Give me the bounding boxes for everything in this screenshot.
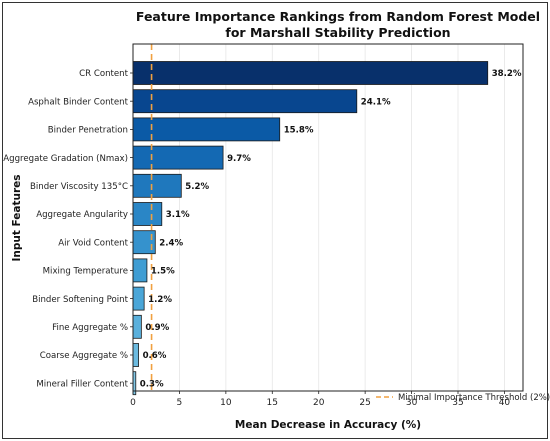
y-tick-label: Asphalt Binder Content bbox=[28, 97, 129, 107]
x-tick-labels: 0 5 10 15 20 25 30 35 40 bbox=[130, 391, 510, 408]
y-tick-label: CR Content bbox=[79, 69, 129, 79]
value-labels: 38.2% 24.1% 15.8% 9.7% 5.2% 3.1% 2.4% 1.5% 1.2% 0… bbox=[140, 69, 522, 389]
x-tick-label: 20 bbox=[313, 398, 325, 408]
y-tick-label: Binder Penetration bbox=[48, 126, 128, 136]
value-label: 0.6% bbox=[143, 351, 167, 361]
x-tick-label: 40 bbox=[499, 398, 511, 408]
x-tick-label: 5 bbox=[177, 398, 183, 408]
value-label: 1.2% bbox=[148, 295, 172, 305]
value-label: 2.4% bbox=[159, 238, 183, 248]
value-label: 5.2% bbox=[185, 182, 209, 192]
y-tick-label: Coarse Aggregate % bbox=[40, 351, 128, 361]
value-label: 9.7% bbox=[227, 154, 251, 164]
y-tick-label: Mineral Filler Content bbox=[36, 379, 128, 389]
bar-1 bbox=[132, 61, 489, 85]
x-axis-label: Mean Decrease in Accuracy (%) bbox=[235, 419, 421, 431]
chart-title: Feature Importance Rankings from Random … bbox=[136, 9, 540, 24]
bar-8 bbox=[132, 258, 148, 283]
x-tick-label: 25 bbox=[359, 398, 370, 408]
bar-4 bbox=[132, 145, 224, 170]
bar-3 bbox=[132, 117, 281, 142]
value-label: 0.3% bbox=[140, 379, 164, 389]
y-axis-label: Input Features bbox=[11, 174, 23, 261]
legend: Minimal Importance Threshold (2%) bbox=[376, 393, 550, 403]
value-label: 38.2% bbox=[492, 69, 522, 79]
bar-9 bbox=[132, 286, 145, 311]
value-label: 3.1% bbox=[166, 210, 190, 220]
x-tick-label: 0 bbox=[130, 398, 136, 408]
y-tick-label: Air Void Content bbox=[58, 238, 128, 248]
bar-10 bbox=[132, 314, 142, 339]
x-tick-label: 15 bbox=[267, 398, 278, 408]
bar-11 bbox=[132, 343, 139, 367]
bars-group bbox=[132, 61, 489, 396]
y-tick-label: Aggregate Gradation (Nmax) bbox=[3, 154, 128, 164]
value-label: 1.5% bbox=[151, 267, 175, 277]
y-tick-label: Mixing Temperature bbox=[43, 267, 128, 277]
y-tick-labels: CR Content Asphalt Binder Content Binder P… bbox=[3, 69, 133, 389]
x-tick-label: 30 bbox=[406, 398, 418, 408]
y-tick-label: Binder Viscosity 135°C bbox=[30, 182, 128, 192]
legend-threshold-label: Minimal Importance Threshold (2%) bbox=[398, 393, 550, 403]
x-tick-label: 10 bbox=[220, 398, 232, 408]
value-label: 24.1% bbox=[361, 97, 391, 107]
chart-subtitle: for Marshall Stability Prediction bbox=[225, 25, 450, 40]
y-tick-label: Binder Softening Point bbox=[32, 295, 128, 305]
plot-area-border bbox=[132, 43, 524, 392]
bar-2 bbox=[132, 89, 358, 114]
bar-6 bbox=[132, 202, 163, 226]
value-label: 15.8% bbox=[284, 126, 314, 136]
y-tick-label: Aggregate Angularity bbox=[36, 210, 128, 220]
value-label: 0.9% bbox=[145, 323, 169, 333]
x-tick-label: 35 bbox=[452, 398, 463, 408]
bar-5 bbox=[132, 173, 182, 198]
y-tick-label: Fine Aggregate % bbox=[52, 323, 128, 333]
